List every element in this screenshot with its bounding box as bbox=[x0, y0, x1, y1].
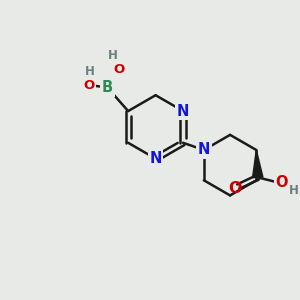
Text: O: O bbox=[83, 79, 94, 92]
Polygon shape bbox=[253, 150, 263, 178]
Text: H: H bbox=[85, 65, 94, 78]
Text: O: O bbox=[228, 181, 242, 196]
Text: O: O bbox=[114, 63, 125, 76]
Text: N: N bbox=[198, 142, 210, 158]
Text: H: H bbox=[289, 184, 298, 197]
Text: O: O bbox=[276, 175, 288, 190]
Text: B: B bbox=[102, 80, 113, 95]
Text: H: H bbox=[108, 49, 118, 62]
Text: N: N bbox=[149, 151, 162, 166]
Text: N: N bbox=[177, 103, 189, 118]
